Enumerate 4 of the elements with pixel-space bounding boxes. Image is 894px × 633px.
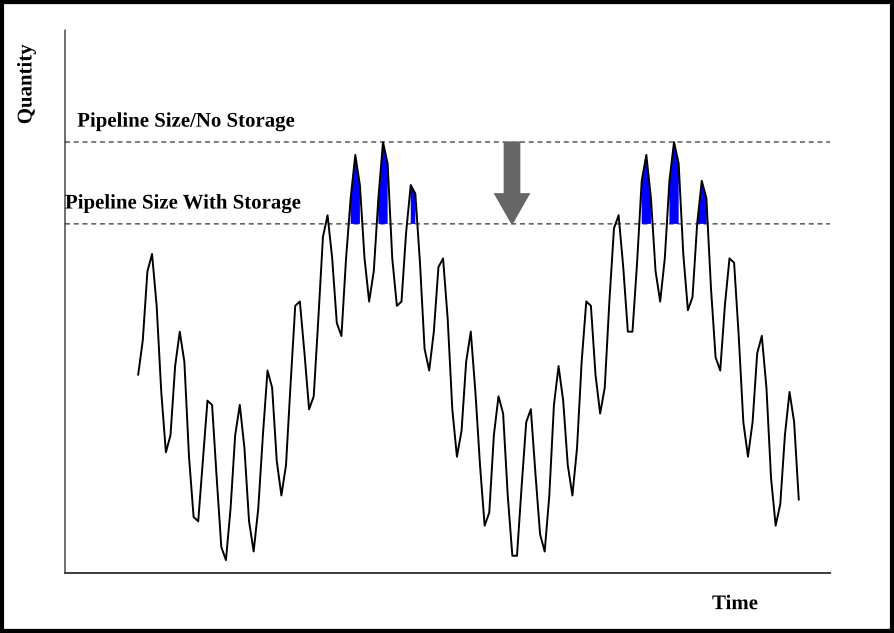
y-axis-title: Quantity: [16, 44, 36, 124]
ref-line-label: Pipeline Size With Storage: [65, 194, 300, 214]
ref-line-label: Pipeline Size/No Storage: [78, 112, 294, 132]
x-axis-title: Time: [712, 594, 758, 610]
